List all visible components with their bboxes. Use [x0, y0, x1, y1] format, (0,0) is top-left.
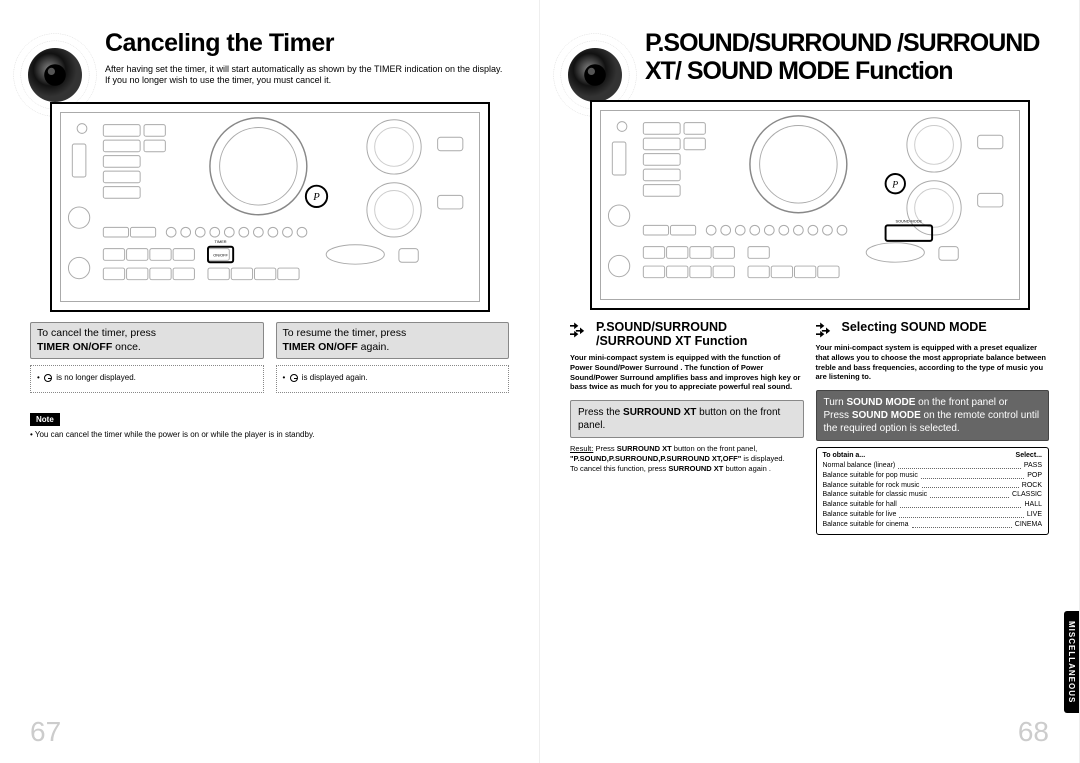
row-a: Balance suitable for cinema [823, 520, 909, 530]
note-label: Note [30, 413, 60, 426]
cancel-body: • is no longer displayed. [30, 365, 264, 393]
svg-text:TIMER: TIMER [214, 239, 226, 244]
sm1a: Turn [824, 397, 847, 408]
resume-column: To resume the timer, press TIMER ON/OFF … [276, 322, 510, 393]
r1a: Press [595, 444, 616, 453]
instruction-columns: To cancel the timer, press TIMER ON/OFF … [30, 322, 509, 393]
row-b: ROCK [1022, 481, 1042, 491]
resume-header: To resume the timer, press TIMER ON/OFF … [276, 322, 510, 359]
note-text: • You can cancel the timer while the pow… [30, 430, 509, 440]
page-number: 67 [30, 716, 61, 748]
soundmode-heading-text: Selecting SOUND MODE [842, 320, 987, 334]
row-b: CINEMA [1015, 520, 1042, 530]
page-67: Canceling the Timer After having set the… [0, 0, 540, 763]
sm1b: SOUND MODE [846, 397, 915, 408]
row-b: POP [1027, 471, 1042, 481]
resume-body: • is displayed again. [276, 365, 510, 393]
soundmode-desc: Your mini-compact system is equipped wit… [816, 343, 1050, 382]
resume-line1: To resume the timer, press [283, 327, 407, 339]
page-68: P.SOUND/SURROUND /SURROUND XT/ SOUND MOD… [540, 0, 1080, 763]
row-a: Balance suitable for pop music [823, 471, 918, 481]
r3c: button again . [723, 464, 771, 473]
table-head: To obtain a... Select... [823, 452, 1043, 459]
svg-text:ON/OFF: ON/OFF [213, 252, 228, 257]
cancel-column: To cancel the timer, press TIMER ON/OFF … [30, 322, 264, 393]
svg-text:SOUND MODE: SOUND MODE [895, 218, 922, 223]
svg-text:P: P [312, 192, 320, 203]
row-a: Balance suitable for rock music [823, 481, 920, 491]
page-number: 68 [1018, 716, 1049, 748]
row-b: CLASSIC [1012, 490, 1042, 500]
sm1c: on the front panel or [915, 397, 1007, 408]
arrow-icon [816, 322, 836, 338]
surround-section: P.SOUND/SURROUND /SURROUND XT Function Y… [570, 320, 804, 535]
page-title: Canceling the Timer [105, 30, 509, 58]
device-diagram: P [50, 102, 490, 312]
table-row: Balance suitable for live LIVE [823, 510, 1043, 520]
arrow-icon [570, 322, 590, 338]
cancel-line1: To cancel the timer, press [37, 327, 156, 339]
r2: "P.SOUND,P.SURROUND,P.SURROUND XT,OFF" [570, 454, 741, 463]
soundmode-table: To obtain a... Select... Normal balance … [816, 447, 1050, 535]
cancel-body-text: is no longer displayed. [56, 373, 136, 382]
device-diagram: P [590, 100, 1030, 310]
step-bold: SURROUND XT [623, 407, 696, 418]
cancel-bold: TIMER ON/OFF [37, 341, 112, 353]
table-row: Balance suitable for rock music ROCK [823, 481, 1043, 491]
clock-icon [44, 374, 52, 382]
soundmode-step: Turn SOUND MODE on the front panel or Pr… [816, 390, 1050, 441]
r3a: To cancel this function, press [570, 464, 668, 473]
th2: Select... [1016, 452, 1042, 459]
row-a: Balance suitable for hall [823, 500, 897, 510]
surround-step: Press the SURROUND XT button on the fron… [570, 400, 804, 438]
table-row: Balance suitable for hall HALL [823, 500, 1043, 510]
soundmode-section: Selecting SOUND MODE Your mini-compact s… [816, 320, 1050, 535]
surround-result: Result: Press SURROUND XT button on the … [570, 444, 804, 474]
surround-heading-text: P.SOUND/SURROUND /SURROUND XT Function [596, 320, 804, 348]
svg-text:P: P [891, 180, 898, 191]
function-columns: P.SOUND/SURROUND /SURROUND XT Function Y… [570, 320, 1049, 535]
row-a: Balance suitable for classic music [823, 490, 928, 500]
cancel-header: To cancel the timer, press TIMER ON/OFF … [30, 322, 264, 359]
r1c: button on the front panel, [672, 444, 757, 453]
sm2b: SOUND MODE [852, 410, 921, 421]
surround-desc: Your mini-compact system is equipped wit… [570, 353, 804, 392]
table-row: Balance suitable for cinema CINEMA [823, 520, 1043, 530]
cancel-suffix: once. [112, 341, 141, 353]
soundmode-heading: Selecting SOUND MODE [816, 320, 1050, 338]
r1b: SURROUND XT [617, 444, 672, 453]
row-b: LIVE [1027, 510, 1042, 520]
table-row: Balance suitable for classic music CLASSI… [823, 490, 1043, 500]
th1: To obtain a... [823, 452, 866, 459]
table-row: Balance suitable for pop music POP [823, 471, 1043, 481]
resume-suffix: again. [358, 341, 390, 353]
clock-icon [290, 374, 298, 382]
row-b: HALL [1024, 500, 1042, 510]
resume-body-text: is displayed again. [302, 373, 368, 382]
row-a: Normal balance (linear) [823, 461, 896, 471]
r3b: SURROUND XT [668, 464, 723, 473]
result-label: Result: [570, 444, 593, 453]
side-tab: MISCELLANEOUS [1064, 611, 1079, 713]
surround-heading: P.SOUND/SURROUND /SURROUND XT Function [570, 320, 804, 348]
sm2a: Press [824, 410, 852, 421]
row-a: Balance suitable for live [823, 510, 897, 520]
page-title: P.SOUND/SURROUND /SURROUND XT/ SOUND MOD… [645, 30, 1049, 85]
step-prefix: Press the [578, 407, 623, 418]
resume-bold: TIMER ON/OFF [283, 341, 358, 353]
page-subtitle: After having set the timer, it will star… [105, 64, 509, 87]
table-row: Normal balance (linear) PASS [823, 461, 1043, 471]
row-b: PASS [1024, 461, 1042, 471]
r2b: is displayed. [741, 454, 784, 463]
